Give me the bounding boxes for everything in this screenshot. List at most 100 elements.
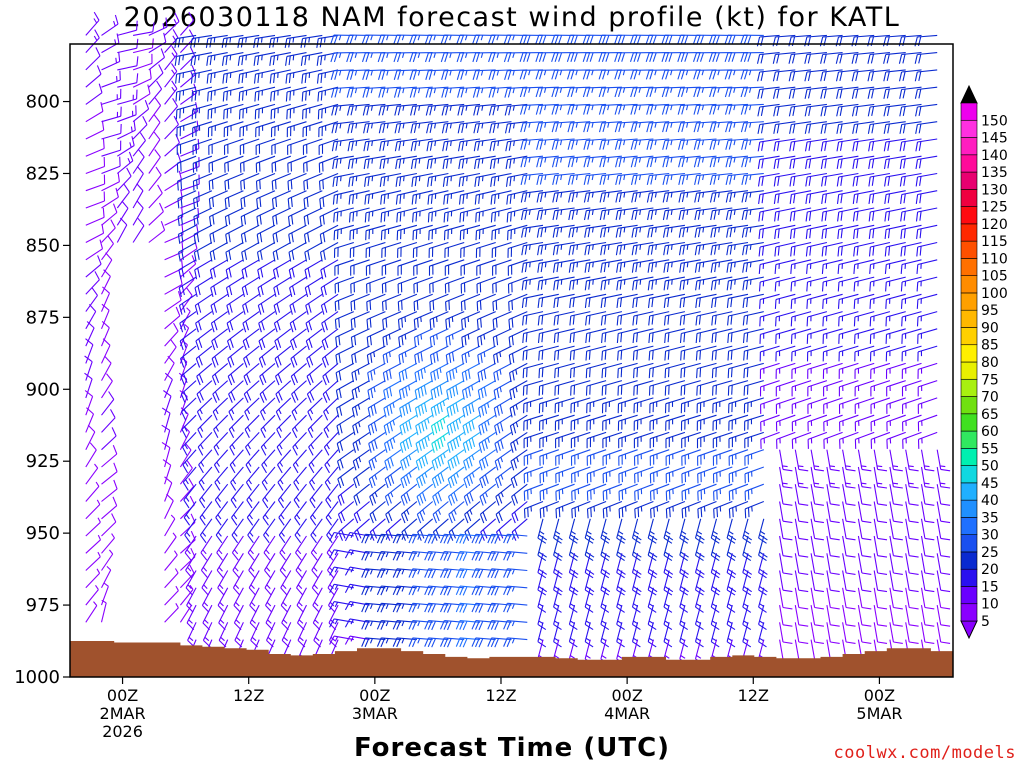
barb-feather — [417, 353, 420, 363]
barb-feather — [464, 300, 466, 310]
wind-barb — [410, 138, 433, 152]
wind-barb — [344, 618, 370, 628]
wind-barb — [510, 449, 528, 471]
barb-feather — [226, 91, 228, 101]
wind-barb — [457, 86, 481, 98]
barb-half-feather — [278, 409, 282, 415]
barb-feather — [319, 198, 322, 209]
barb-half-feather — [276, 55, 279, 61]
barb-feather — [490, 212, 493, 223]
barb-feather — [457, 106, 461, 116]
barb-half-feather — [106, 566, 112, 571]
barb-feather — [583, 105, 587, 115]
barb-feather — [355, 476, 360, 486]
barb-feather — [274, 179, 277, 190]
barb-feather — [393, 88, 398, 98]
barb-feather — [178, 73, 181, 83]
barb-feather — [572, 332, 575, 343]
chart-title: 2026030118 NAM forecast wind profile (kt… — [123, 2, 901, 33]
wind-barb — [190, 69, 213, 84]
wind-barb — [323, 397, 339, 421]
barb-feather — [118, 52, 121, 62]
barb-half-feather — [439, 367, 442, 374]
barb-half-feather — [512, 123, 515, 129]
wind-barb — [552, 190, 575, 203]
barb-feather — [151, 38, 154, 48]
barb-feather — [503, 637, 508, 647]
barb-feather — [175, 91, 178, 102]
barb-feather — [481, 406, 485, 416]
barb-half-feather — [103, 582, 109, 587]
barb-feather — [452, 404, 456, 414]
wind-barb — [348, 172, 370, 187]
barb-feather — [376, 603, 382, 613]
wind-barb — [350, 276, 370, 294]
wind-barb — [506, 190, 528, 205]
barb-feather — [182, 464, 189, 474]
barb-half-feather — [403, 175, 405, 182]
barb-feather — [572, 245, 575, 255]
barb-feather — [420, 404, 425, 414]
barb-feather — [171, 46, 178, 55]
wind-barb — [85, 584, 99, 606]
wind-barb — [366, 276, 386, 294]
wind-barb — [225, 276, 244, 298]
barb-half-feather — [559, 122, 563, 128]
barb-feather — [387, 459, 391, 469]
barb-feather — [128, 151, 134, 161]
barb-feather — [539, 122, 543, 133]
barb-feather — [540, 227, 544, 238]
barb-feather — [323, 446, 330, 456]
barb-staff — [414, 328, 433, 338]
wind-barb — [384, 483, 402, 506]
wind-barb — [195, 345, 213, 368]
barb-feather — [540, 262, 544, 273]
barb-half-feather — [182, 55, 184, 61]
barb-feather — [569, 315, 572, 326]
barb-feather — [509, 390, 513, 400]
barb-feather — [397, 105, 402, 116]
wind-barb — [460, 276, 481, 294]
wind-barb — [85, 568, 101, 589]
barb-feather — [584, 245, 587, 256]
wind-barb — [85, 174, 106, 192]
barb-feather — [540, 210, 544, 220]
barb-feather — [480, 353, 483, 363]
barb-feather — [439, 551, 445, 561]
barb-half-feather — [371, 140, 374, 147]
barb-feather — [409, 70, 414, 80]
barb-feather — [434, 494, 440, 504]
barb-feather — [542, 52, 547, 62]
barb-staff — [164, 482, 173, 502]
barb-half-feather — [213, 55, 216, 61]
barb-feather — [555, 122, 559, 133]
barb-feather — [344, 549, 351, 559]
barb-feather — [392, 534, 398, 544]
wind-barb — [460, 259, 481, 276]
barb-staff — [116, 175, 132, 192]
barb-half-feather — [354, 70, 358, 76]
barb-feather — [356, 494, 361, 504]
barb-feather — [227, 179, 230, 190]
barb-feather — [487, 603, 493, 613]
wind-barb — [321, 328, 339, 351]
barb-feather — [456, 70, 461, 80]
barb-feather — [265, 605, 273, 613]
wind-barb — [331, 103, 354, 116]
wind-barb — [306, 362, 323, 386]
barb-feather — [273, 91, 276, 101]
barb-half-feather — [560, 192, 563, 198]
barb-feather — [287, 216, 291, 227]
wind-barb — [384, 449, 402, 471]
barb-staff — [85, 216, 105, 226]
barb-feather — [244, 411, 250, 421]
barb-feather — [339, 423, 343, 434]
wind-barb — [133, 22, 155, 36]
barb-feather — [462, 534, 468, 544]
barb-feather — [393, 70, 398, 80]
barb-feather — [424, 585, 430, 596]
wind-barb — [273, 276, 292, 298]
wind-barb — [199, 518, 213, 544]
barb-half-feather — [175, 603, 179, 609]
barb-half-feather — [247, 461, 252, 467]
